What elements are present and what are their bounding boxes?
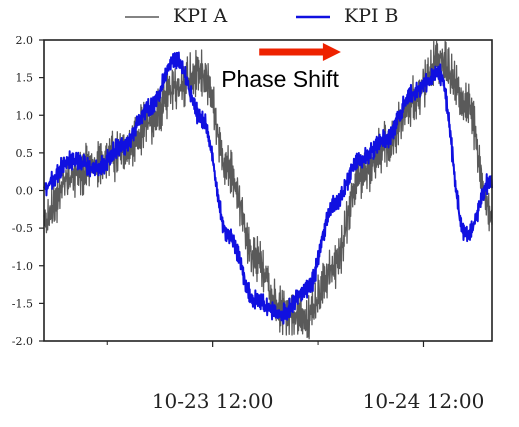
- y-tick-label: 1.0: [16, 109, 34, 122]
- y-tick-label: 0.0: [16, 185, 34, 198]
- legend-label-kpi-b: KPI B: [344, 5, 399, 27]
- y-tick-label: 0.5: [16, 147, 34, 160]
- y-tick-label: -0.5: [12, 222, 33, 235]
- y-tick-label: -1.0: [12, 260, 33, 273]
- phase-shift-arrow-shaft: [259, 49, 325, 56]
- legend-label-kpi-a: KPI A: [173, 5, 228, 27]
- y-tick-label: -1.5: [12, 297, 33, 310]
- annotation: Phase Shift: [221, 43, 341, 92]
- legend: KPI A KPI B: [125, 5, 399, 27]
- phase-shift-arrowhead: [323, 43, 341, 61]
- x-tick-label: 10-24 12:00: [363, 389, 485, 413]
- phase-shift-label: Phase Shift: [221, 66, 339, 92]
- x-tick-label: 10-23 12:00: [152, 389, 274, 413]
- y-tick-label: 1.5: [16, 72, 34, 85]
- y-tick-label: 2.0: [16, 34, 34, 47]
- y-tick-label: -2.0: [12, 335, 33, 348]
